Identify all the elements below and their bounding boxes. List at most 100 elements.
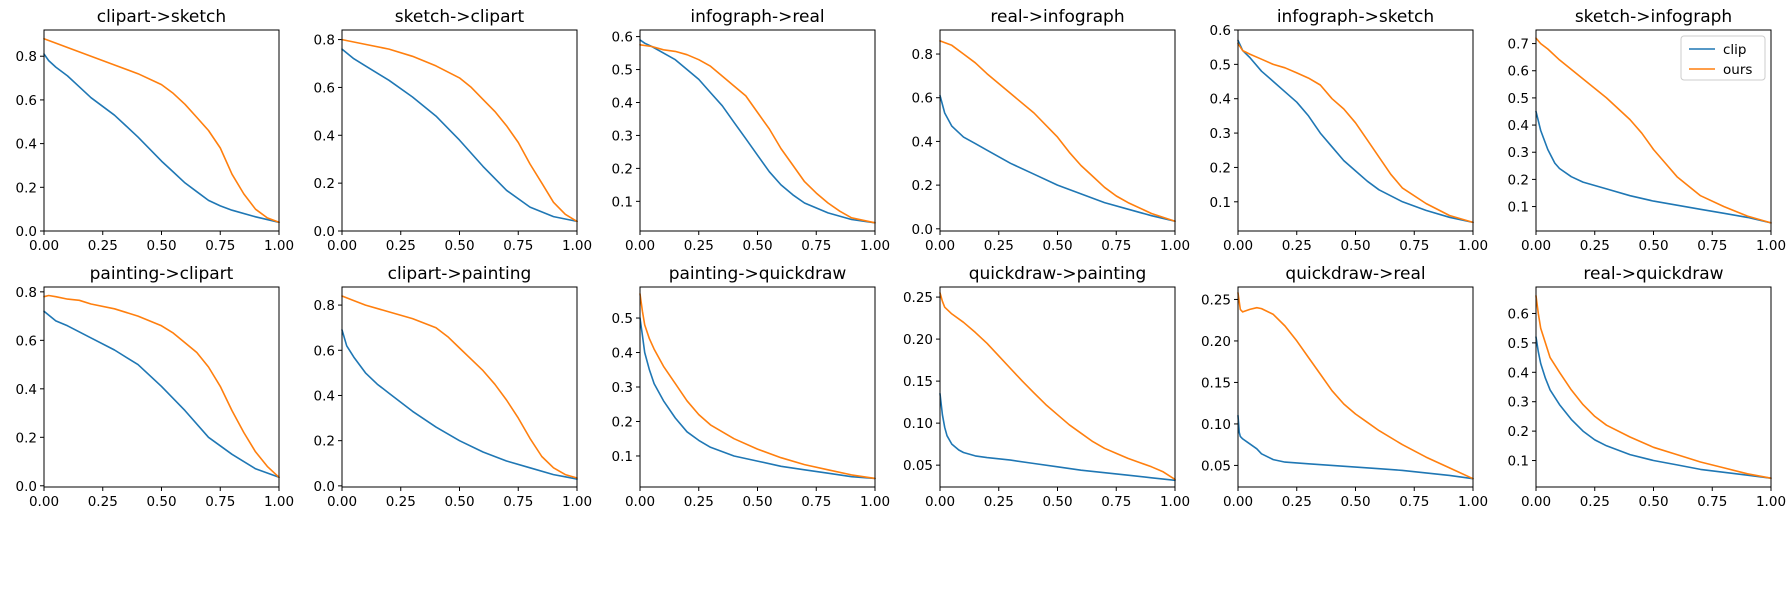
axes-frame bbox=[639, 286, 876, 488]
y-tick-label: 0.0 bbox=[314, 224, 335, 240]
y-tick-label: 0.2 bbox=[1508, 424, 1529, 440]
series-line-clip bbox=[1237, 414, 1474, 480]
series-line-ours bbox=[1237, 291, 1474, 480]
x-tick-label: 1.00 bbox=[264, 238, 294, 254]
axes-frame bbox=[939, 29, 1176, 232]
subplot-7: painting->clipart 0.00 0.25 0.50 0.75 1.00 0.0… bbox=[16, 264, 295, 510]
series-line-clip bbox=[639, 39, 876, 224]
y-tick-label: 0.2 bbox=[314, 434, 335, 450]
x-tick-label: 0.00 bbox=[925, 238, 955, 254]
subplot-2: sketch->clipart 0.00 0.25 0.50 0.75 1.00 0.0 0.… bbox=[314, 7, 593, 254]
x-tick-label: 0.25 bbox=[386, 494, 416, 510]
x-tick-label: 1.00 bbox=[860, 494, 890, 510]
y-tick-label: 0.0 bbox=[16, 479, 37, 495]
y-tick-label: 0.2 bbox=[1210, 160, 1231, 176]
y-tick-label: 0.3 bbox=[1210, 126, 1231, 142]
axes-frame bbox=[1237, 286, 1474, 488]
subplot-title: infograph->sketch bbox=[1277, 7, 1434, 27]
y-tick-label: 0.15 bbox=[903, 374, 933, 390]
axes-frame bbox=[939, 286, 1176, 488]
x-tick-label: 0.00 bbox=[925, 494, 955, 510]
subplot-title: sketch->clipart bbox=[395, 7, 525, 27]
y-tick-label: 0.2 bbox=[16, 180, 37, 196]
y-tick-label: 0.4 bbox=[314, 128, 335, 144]
x-tick-label: 1.00 bbox=[1458, 238, 1488, 254]
series-line-ours bbox=[939, 40, 1176, 222]
y-tick-label: 0.2 bbox=[912, 178, 933, 194]
y-tick-label: 0.4 bbox=[314, 388, 335, 404]
y-tick-label: 0.0 bbox=[314, 479, 335, 495]
y-tick-label: 0.4 bbox=[1210, 92, 1231, 108]
series-line-clip bbox=[1535, 110, 1772, 224]
axes-frame bbox=[639, 29, 876, 232]
y-tick-label: 0.2 bbox=[16, 430, 37, 446]
subplot-title: clipart->painting bbox=[388, 264, 532, 284]
axes-frame bbox=[341, 29, 578, 232]
x-tick-label: 0.75 bbox=[1101, 238, 1131, 254]
x-tick-label: 0.75 bbox=[503, 494, 533, 510]
x-tick-label: 1.00 bbox=[860, 238, 890, 254]
subplot-1: clipart->sketch 0.00 0.25 0.50 0.75 1.00 0.0 0.… bbox=[16, 7, 295, 254]
x-tick-label: 1.00 bbox=[264, 494, 294, 510]
series-line-clip bbox=[43, 53, 280, 224]
x-tick-label: 0.00 bbox=[29, 494, 59, 510]
series-line-ours bbox=[639, 293, 876, 480]
y-tick-label: 0.8 bbox=[912, 47, 933, 63]
subplot-5: infograph->sketch 0.00 0.25 0.50 0.75 1.00 0.1… bbox=[1210, 7, 1489, 254]
y-tick-label: 0.8 bbox=[16, 49, 37, 65]
x-tick-label: 0.25 bbox=[1282, 494, 1312, 510]
y-tick-label: 0.5 bbox=[1210, 57, 1231, 73]
subplot-title: real->quickdraw bbox=[1583, 264, 1723, 284]
y-tick-label: 0.8 bbox=[314, 298, 335, 314]
y-tick-label: 0.3 bbox=[612, 128, 633, 144]
axes-frame bbox=[43, 286, 280, 488]
series-line-ours bbox=[43, 294, 280, 479]
y-tick-label: 0.2 bbox=[612, 161, 633, 177]
series-line-ours bbox=[1535, 37, 1772, 224]
x-tick-label: 1.00 bbox=[562, 494, 592, 510]
x-tick-label: 1.00 bbox=[1160, 238, 1190, 254]
x-tick-label: 0.25 bbox=[684, 494, 714, 510]
subplot-title: quickdraw->real bbox=[1285, 264, 1425, 284]
subplot-title: sketch->infograph bbox=[1575, 7, 1732, 27]
x-tick-label: 0.00 bbox=[327, 238, 357, 254]
x-tick-label: 0.25 bbox=[684, 238, 714, 254]
legend-label-clip: clip bbox=[1723, 42, 1747, 58]
y-tick-label: 0.5 bbox=[1508, 91, 1529, 107]
subplot-12: real->quickdraw 0.00 0.25 0.50 0.75 1.00 0.1 0.… bbox=[1508, 264, 1787, 510]
series-line-clip bbox=[43, 310, 280, 479]
series-line-clip bbox=[939, 94, 1176, 222]
axes-frame bbox=[1535, 29, 1772, 232]
subplot-3: infograph->real 0.00 0.25 0.50 0.75 1.00 0.1 0.… bbox=[612, 7, 891, 254]
x-tick-label: 0.50 bbox=[1042, 238, 1072, 254]
y-tick-label: 0.10 bbox=[1201, 417, 1231, 433]
x-tick-label: 1.00 bbox=[1160, 494, 1190, 510]
y-tick-label: 0.05 bbox=[903, 458, 933, 474]
x-tick-label: 0.75 bbox=[1399, 238, 1429, 254]
series-line-clip bbox=[341, 48, 578, 223]
y-tick-label: 0.3 bbox=[612, 380, 633, 396]
y-tick-label: 0.6 bbox=[612, 30, 633, 46]
y-tick-label: 0.1 bbox=[1508, 200, 1529, 216]
subplot-9: painting->quickdraw 0.00 0.25 0.50 0.75 1.00 0… bbox=[612, 264, 891, 510]
series-line-clip bbox=[1237, 39, 1474, 224]
x-tick-label: 0.00 bbox=[1521, 238, 1551, 254]
y-tick-label: 0.6 bbox=[16, 333, 37, 349]
axes-frame bbox=[341, 286, 578, 488]
x-tick-label: 0.75 bbox=[801, 238, 831, 254]
series-line-ours bbox=[1535, 294, 1772, 480]
x-tick-label: 0.00 bbox=[1521, 494, 1551, 510]
x-tick-label: 0.00 bbox=[29, 238, 59, 254]
y-tick-label: 0.4 bbox=[912, 134, 933, 150]
y-tick-label: 0.6 bbox=[16, 93, 37, 109]
x-tick-label: 0.25 bbox=[984, 238, 1014, 254]
y-tick-label: 0.6 bbox=[1210, 23, 1231, 39]
x-tick-label: 0.25 bbox=[1580, 494, 1610, 510]
subplot-title: painting->quickdraw bbox=[669, 264, 847, 284]
x-tick-label: 0.50 bbox=[742, 238, 772, 254]
x-tick-label: 0.00 bbox=[625, 494, 655, 510]
x-tick-label: 0.75 bbox=[205, 238, 235, 254]
x-tick-label: 0.00 bbox=[625, 238, 655, 254]
x-tick-label: 0.75 bbox=[1697, 238, 1727, 254]
